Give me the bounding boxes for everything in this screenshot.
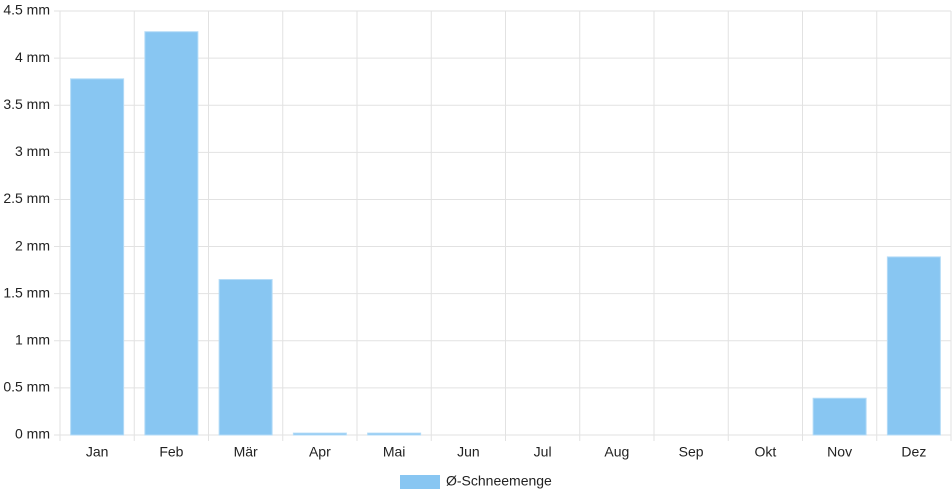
bar	[367, 432, 422, 436]
y-tick-label: 2.5 mm	[3, 190, 50, 206]
y-tick-label: 2 mm	[15, 237, 50, 253]
legend-label: Ø-Schneemenge	[446, 473, 552, 489]
x-tick-label: Okt	[754, 444, 776, 460]
x-tick-label: Dez	[901, 444, 926, 460]
x-tick-label: Sep	[679, 444, 704, 460]
x-tick-label: Jul	[534, 444, 552, 460]
y-tick-label: 3 mm	[15, 143, 50, 159]
x-tick-label: Jan	[86, 444, 109, 460]
y-tick-label: 0.5 mm	[3, 379, 50, 395]
x-tick-label: Aug	[604, 444, 629, 460]
bar	[70, 78, 125, 436]
x-tick-label: Mär	[234, 444, 258, 460]
bar	[144, 31, 199, 436]
bar	[886, 256, 941, 436]
y-tick-label: 0 mm	[15, 426, 50, 442]
x-tick-label: Nov	[827, 444, 852, 460]
y-tick-label: 1.5 mm	[3, 284, 50, 300]
y-tick-label: 4.5 mm	[3, 2, 50, 18]
legend-swatch	[400, 475, 440, 489]
y-tick-label: 4 mm	[15, 49, 50, 65]
bar	[812, 397, 867, 436]
bar	[218, 279, 273, 436]
y-tick-label: 3.5 mm	[3, 96, 50, 112]
x-tick-label: Apr	[309, 444, 331, 460]
y-tick-label: 1 mm	[15, 331, 50, 347]
x-tick-label: Feb	[159, 444, 183, 460]
bar	[292, 432, 347, 436]
x-tick-label: Mai	[383, 444, 406, 460]
x-tick-label: Jun	[457, 444, 480, 460]
